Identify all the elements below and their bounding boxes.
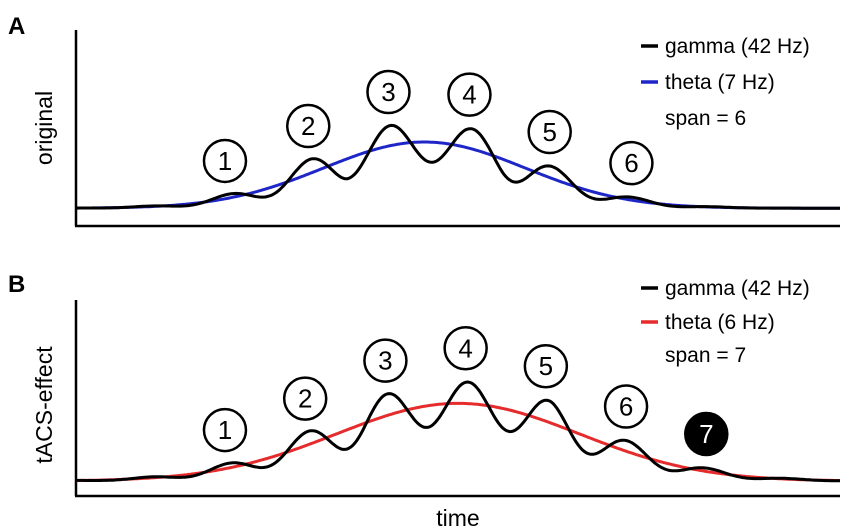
- legend-label-theta: theta (6 Hz): [665, 311, 775, 334]
- peak-label-circle: [202, 407, 248, 453]
- panel-b-letter: B: [8, 271, 25, 298]
- peak-label-circle: [202, 138, 248, 184]
- peak-label-circle: [447, 72, 492, 117]
- panel-a-ylabel: original: [31, 91, 57, 165]
- peak-label-5: 5: [527, 109, 572, 155]
- peak-label-number: 1: [218, 415, 232, 445]
- peak-label-circle: [609, 140, 654, 186]
- panel-a: A original 1 2 3 4 5 6 gamma (42 Hz) theta (7…: [8, 13, 840, 228]
- peak-label-4: 4: [443, 326, 488, 371]
- peak-label-circle: [282, 376, 328, 421]
- panel-a-peak-labels: 1 2 3 4 5 6: [202, 69, 654, 186]
- peak-label-6: 6: [603, 384, 649, 429]
- peak-label-circle: [603, 384, 649, 429]
- legend-span-note: span = 7: [665, 344, 746, 367]
- gamma-series-line: [76, 380, 840, 483]
- peak-label-3: 3: [366, 69, 411, 115]
- peak-label-circle: [523, 343, 569, 389]
- panel-a-legend: gamma (42 Hz) theta (7 Hz) span = 6: [641, 35, 810, 130]
- peak-label-5: 5: [523, 343, 569, 389]
- peak-label-number: 1: [218, 146, 232, 176]
- peak-label-circle: [527, 109, 572, 155]
- peak-label-number: 5: [542, 117, 556, 147]
- peak-label-number: 2: [301, 111, 315, 141]
- peak-label-number: 2: [298, 384, 312, 414]
- peak-label-number: 5: [539, 351, 553, 381]
- peak-label-4: 4: [447, 72, 492, 117]
- peak-label-circle: [684, 411, 729, 457]
- legend-label-gamma: gamma (42 Hz): [665, 35, 810, 58]
- panel-a-series: [76, 123, 840, 210]
- gamma-series-line: [76, 123, 840, 210]
- peak-label-2: 2: [282, 376, 328, 421]
- panel-b-legend: gamma (42 Hz) theta (6 Hz) span = 7: [641, 277, 810, 367]
- peak-label-number: 6: [624, 148, 638, 178]
- peak-label-1: 1: [202, 138, 248, 184]
- peak-label-number: 4: [462, 80, 476, 110]
- panel-b-ylabel: tACS-effect: [31, 346, 57, 464]
- peak-label-circle: [443, 326, 488, 371]
- peak-label-circle: [366, 69, 411, 115]
- panel-a-letter: A: [8, 13, 25, 40]
- panel-b-peak-labels: 1 2 3 4 5 6 7: [202, 326, 729, 457]
- peak-label-7: 7: [684, 411, 729, 457]
- peak-label-1: 1: [202, 407, 248, 453]
- peak-label-number: 4: [458, 333, 472, 363]
- peak-label-number: 3: [381, 77, 395, 107]
- peak-label-number: 7: [699, 419, 713, 449]
- peak-label-circle: [363, 338, 408, 383]
- peak-label-2: 2: [286, 103, 331, 149]
- peak-label-3: 3: [363, 338, 408, 383]
- peak-label-number: 3: [378, 346, 392, 376]
- peak-label-6: 6: [609, 140, 654, 186]
- theta-series-line: [76, 140, 840, 210]
- peak-label-circle: [286, 103, 331, 149]
- panel-b: B tACS-effect 1 2 3 4 5 6 7 gamma (42 Hz) thet…: [8, 271, 841, 498]
- legend-label-gamma: gamma (42 Hz): [665, 277, 810, 300]
- legend-span-note: span = 6: [665, 107, 746, 130]
- legend-label-theta: theta (7 Hz): [665, 71, 775, 94]
- panel-b-series: [75, 380, 841, 483]
- x-axis-label: time: [436, 505, 479, 531]
- peak-label-number: 6: [619, 391, 633, 421]
